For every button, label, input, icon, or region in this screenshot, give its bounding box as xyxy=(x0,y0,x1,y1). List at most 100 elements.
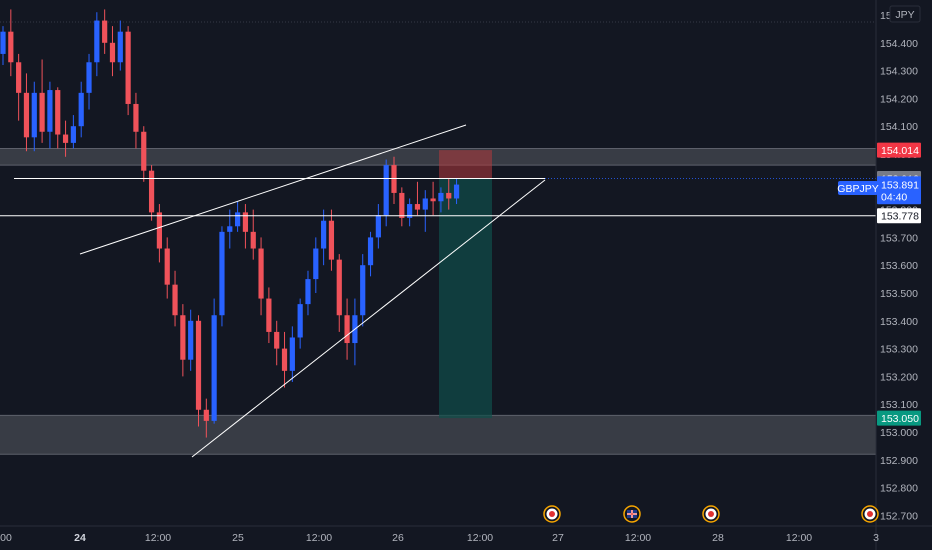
candle-body xyxy=(430,198,436,202)
candle-body xyxy=(313,248,319,280)
candle-body xyxy=(211,315,217,421)
price-tick-label: 153.400 xyxy=(880,316,918,328)
candle xyxy=(344,298,350,360)
economic-event-icon xyxy=(702,505,720,523)
price-tag-value: 153.778 xyxy=(881,211,919,223)
candle-body xyxy=(281,348,288,371)
candle-body xyxy=(133,103,139,132)
candle-body xyxy=(117,31,123,63)
candle xyxy=(274,320,280,366)
candle-body xyxy=(219,231,225,316)
candle-body xyxy=(102,20,108,43)
candle xyxy=(383,159,389,227)
candle-body xyxy=(203,409,209,421)
price-tag-value: 154.014 xyxy=(881,145,919,157)
price-tag-bg xyxy=(877,410,921,426)
candle xyxy=(164,237,170,299)
price-tag-value: 153.050 xyxy=(881,413,919,425)
candle xyxy=(235,201,241,232)
candle-body xyxy=(391,165,397,193)
candle xyxy=(8,9,14,77)
candle-body xyxy=(8,31,14,63)
candle xyxy=(70,115,76,149)
candle xyxy=(16,53,22,121)
price-tag-bg xyxy=(877,208,921,224)
candle-body xyxy=(86,62,92,93)
price-tag-value: 153.891 xyxy=(881,179,919,191)
candle xyxy=(336,254,342,332)
candle xyxy=(0,26,6,66)
candle xyxy=(399,187,405,227)
candle xyxy=(195,315,202,427)
candle-body xyxy=(148,170,155,213)
candle xyxy=(281,331,288,388)
currency-badge[interactable] xyxy=(889,5,921,23)
short-position-reward xyxy=(439,178,492,419)
candle-body xyxy=(235,212,241,227)
candle-body xyxy=(31,92,37,138)
candle xyxy=(289,326,295,382)
candle-body xyxy=(399,192,405,218)
candle-body xyxy=(78,92,84,127)
candle xyxy=(78,81,84,138)
candle xyxy=(203,398,209,438)
price-tick-label: 153.100 xyxy=(880,399,918,411)
candle-body xyxy=(297,304,303,338)
candle xyxy=(94,12,100,77)
candle xyxy=(180,304,186,377)
candle-body xyxy=(242,212,249,232)
candle xyxy=(125,26,131,116)
candle-body xyxy=(438,192,444,202)
candle xyxy=(414,181,421,216)
candle xyxy=(367,231,374,277)
candle-body xyxy=(227,226,233,232)
candle-body xyxy=(250,231,256,249)
candle-body xyxy=(125,31,131,104)
candle xyxy=(258,237,264,316)
candle-body xyxy=(172,284,178,316)
time-axis[interactable]: 00 24 12:00 25 12:00 26 12:00 27 12:00 28 12:00 3 xyxy=(0,532,879,544)
candle xyxy=(188,309,194,371)
event-dot xyxy=(708,511,714,517)
price-tick-label: 154.400 xyxy=(880,38,918,50)
time-tick-label: 12:00 xyxy=(467,532,493,544)
drawing-layer xyxy=(0,124,876,458)
candle xyxy=(219,226,225,327)
candle-body xyxy=(336,259,342,316)
price-tag-stop: 154.014 xyxy=(877,142,921,158)
price-tick-label: 153.600 xyxy=(880,260,918,272)
economic-event-icon xyxy=(861,505,879,523)
candle-body xyxy=(70,126,76,143)
candle-body xyxy=(16,62,22,93)
price-tag-target: 153.050 xyxy=(877,410,921,426)
candle-body xyxy=(383,165,389,216)
candle xyxy=(430,181,436,216)
candle-body xyxy=(375,215,381,238)
candle xyxy=(453,179,460,205)
candle xyxy=(321,209,327,266)
time-tick-label: 00 xyxy=(0,532,12,544)
economic-event-icon xyxy=(543,505,561,523)
lower-wedge-line xyxy=(191,179,546,458)
candle xyxy=(148,165,155,221)
price-tick-label: 152.900 xyxy=(880,455,918,467)
candle xyxy=(313,237,319,293)
candle-body xyxy=(289,337,295,371)
candle xyxy=(62,120,69,157)
candle-body xyxy=(422,198,428,210)
support-resistance-zone xyxy=(0,415,876,455)
candle-body xyxy=(407,204,413,218)
price-tick-label: 153.200 xyxy=(880,371,918,383)
candle-body xyxy=(39,92,45,132)
price-tick-label: 153.700 xyxy=(880,232,918,244)
candle xyxy=(305,270,311,316)
candle xyxy=(39,59,45,143)
price-tick-label: 153.300 xyxy=(880,344,918,356)
time-tick-label: 12:00 xyxy=(306,532,332,544)
candle xyxy=(250,209,256,260)
candle-body xyxy=(47,90,53,132)
price-tag-bg xyxy=(877,176,921,205)
price-tick-label: 154.200 xyxy=(880,93,918,105)
